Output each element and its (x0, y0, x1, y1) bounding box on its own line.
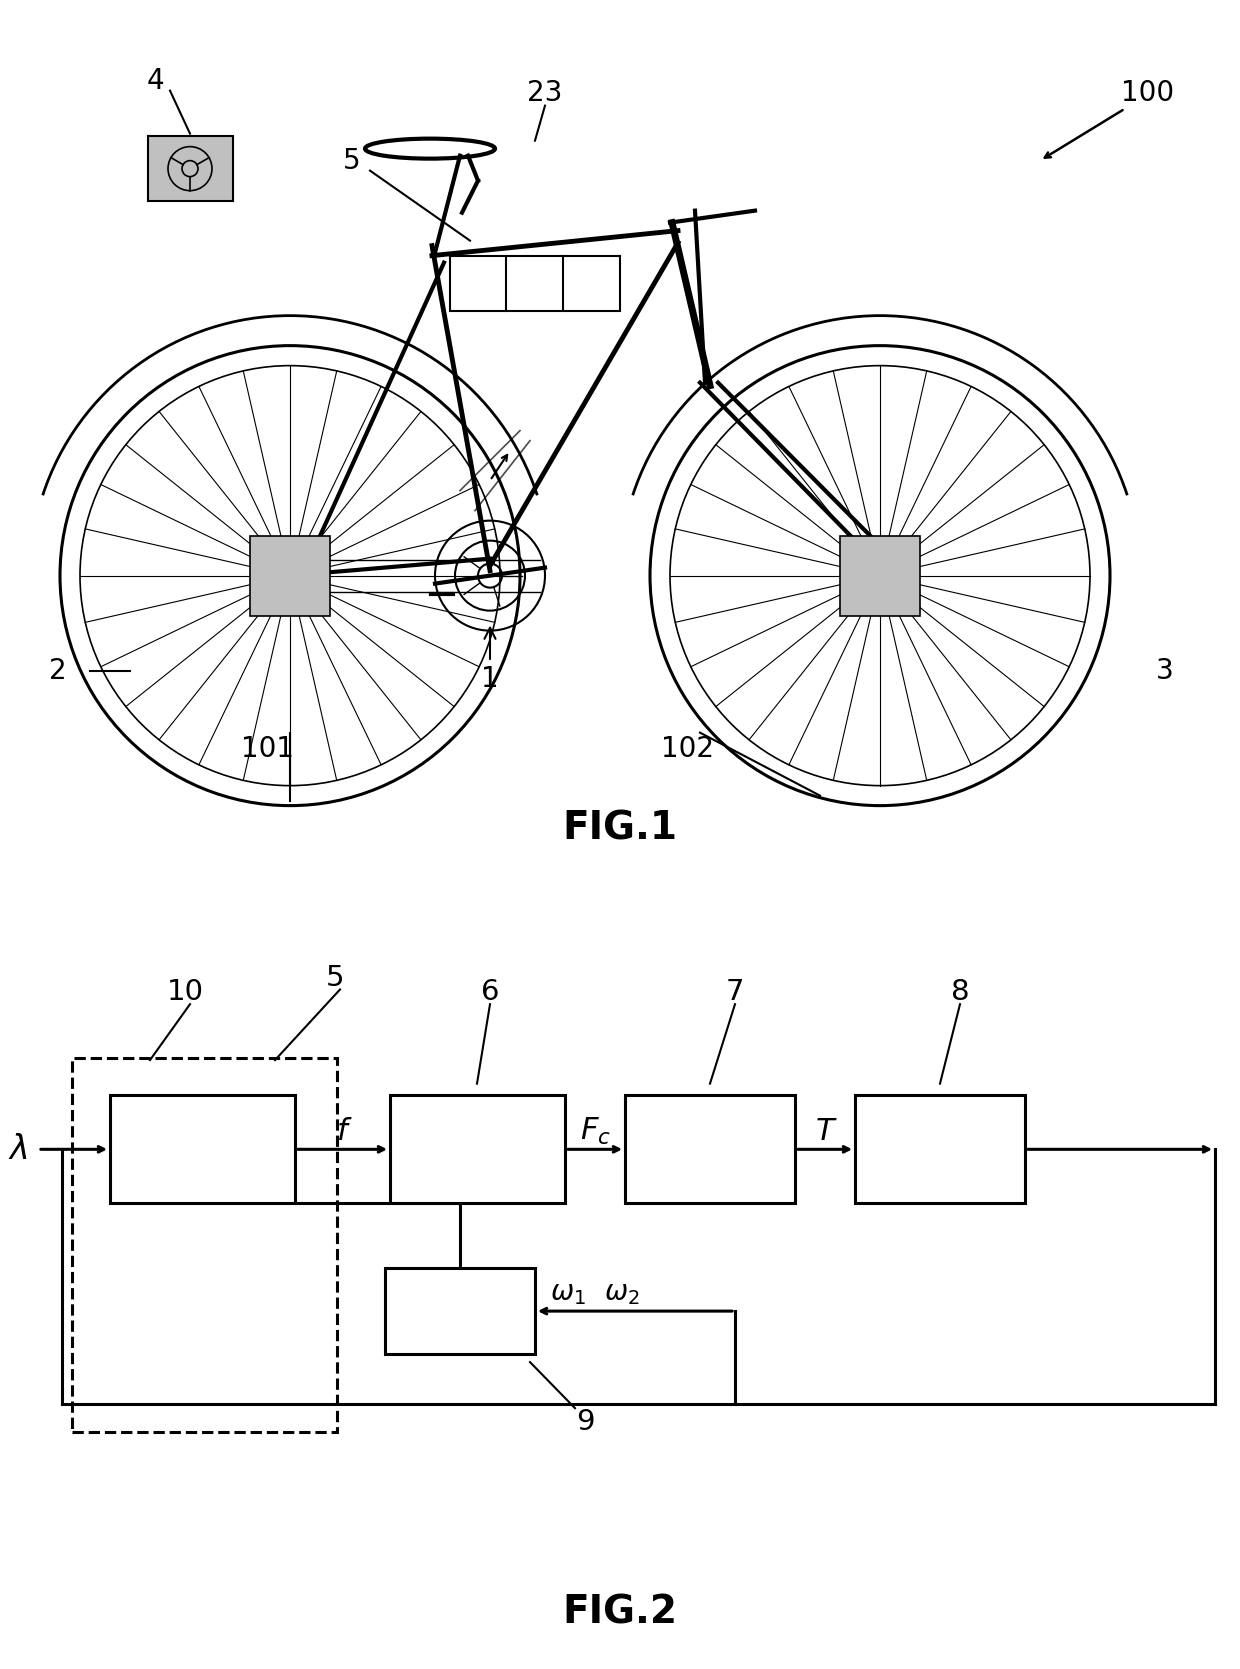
Text: f: f (337, 1117, 348, 1147)
Text: 5: 5 (343, 147, 361, 175)
Text: 102: 102 (661, 734, 714, 763)
Text: 6: 6 (481, 978, 500, 1006)
Text: 101: 101 (242, 734, 295, 763)
Text: $F_c$: $F_c$ (579, 1117, 610, 1147)
Bar (450, 255, 620, 310)
Bar (110, 1095, 295, 1203)
Text: $\lambda$: $\lambda$ (9, 1133, 29, 1167)
Text: 1: 1 (481, 628, 498, 693)
Text: 23: 23 (527, 78, 563, 107)
Bar (72, 1058, 337, 1432)
Text: 3: 3 (1156, 656, 1174, 684)
Text: 7: 7 (725, 978, 744, 1006)
Text: 10: 10 (166, 978, 203, 1006)
Bar (391, 1095, 565, 1203)
Bar (148, 135, 233, 200)
Text: 5: 5 (326, 963, 345, 991)
Bar (856, 1095, 1025, 1203)
Text: 2: 2 (50, 656, 67, 684)
Text: 4: 4 (146, 67, 164, 95)
Text: 8: 8 (951, 978, 970, 1006)
Text: FIG.2: FIG.2 (563, 1594, 677, 1631)
Text: T: T (816, 1117, 835, 1147)
Bar (839, 536, 920, 616)
Bar (625, 1095, 795, 1203)
Bar (250, 536, 330, 616)
Text: $\omega_1$  $\omega_2$: $\omega_1$ $\omega_2$ (551, 1280, 640, 1307)
Text: FIG.1: FIG.1 (563, 809, 677, 848)
Bar (384, 1268, 534, 1354)
Text: 9: 9 (575, 1409, 594, 1435)
Text: 100: 100 (1121, 78, 1174, 107)
